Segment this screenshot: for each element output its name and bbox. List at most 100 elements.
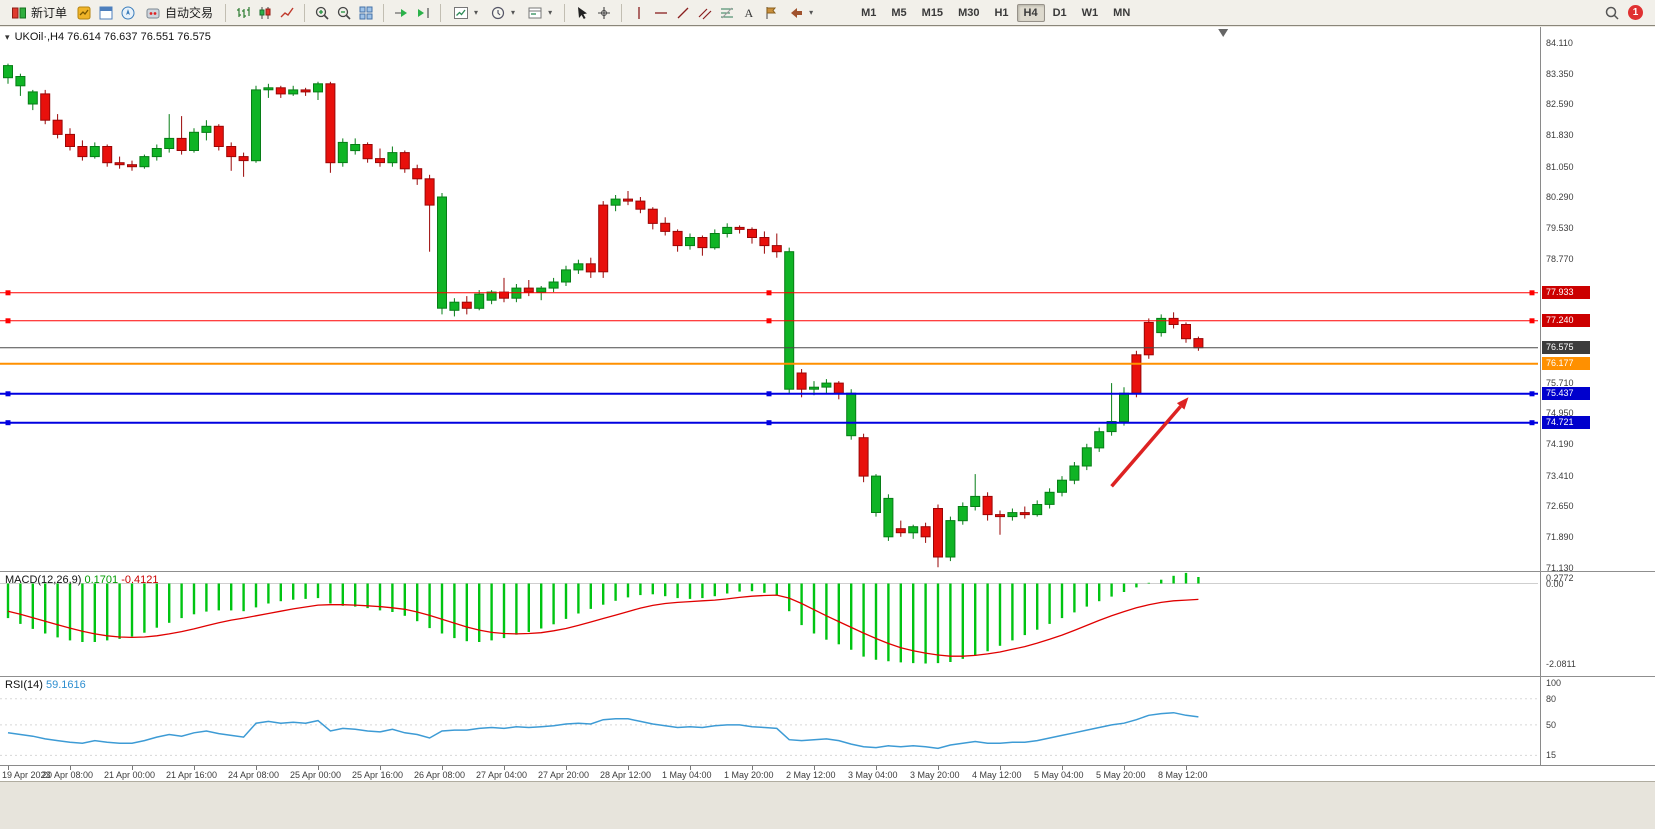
chart-symbol-period: UKOil·,H4 [14,31,65,43]
price-tag: 74.721 [1542,416,1590,429]
chart-menu-icon[interactable]: ▾ [5,32,10,42]
price-axis[interactable]: 84.110 83.350 82.590 81.830 81.050 80.290 79.5… [1540,27,1655,571]
search-icon[interactable] [1602,3,1622,23]
auto-scroll-icon[interactable] [391,3,411,23]
price-tag: 75.437 [1542,387,1590,400]
horizontal-line-icon[interactable] [651,3,671,23]
macd-axis: 0.2772 0.00 -2.0811 [1540,572,1655,676]
time-axis-tick [194,766,195,770]
bar-chart-icon[interactable] [233,3,253,23]
trend-arrow-annotation[interactable] [1110,397,1189,488]
timeframe-button-h4[interactable]: H4 [1016,3,1045,22]
fibonacci-icon[interactable] [717,3,737,23]
time-axis-label: 1 May 04:00 [662,770,712,780]
rsi-axis-label: 15 [1546,750,1557,760]
time-axis-tick [1124,766,1125,770]
price-axis-label: 82.590 [1546,99,1574,109]
timeframe-button-d1[interactable]: D1 [1052,6,1067,19]
price-axis-label: 83.350 [1546,69,1574,79]
time-axis-label: 24 Apr 08:00 [228,770,280,780]
timeframe-button-mn[interactable]: MN [1113,6,1131,19]
time-axis-label: 8 May 12:00 [1158,770,1208,780]
time-axis-label: 27 Apr 04:00 [476,770,528,780]
time-axis-label: 25 Apr 00:00 [290,770,342,780]
text-icon[interactable]: A [739,3,759,23]
dropdown-caret: ▾ [809,8,814,17]
price-axis-label: 74.950 [1546,408,1574,418]
vertical-line-icon[interactable] [629,3,649,23]
time-axis-tick [628,766,629,770]
toolbar-separator [225,3,227,22]
data-window-icon[interactable] [96,3,116,23]
cursor-icon[interactable] [572,3,592,23]
horizontal-line-77.933[interactable] [0,290,1538,296]
toolbar-separator [304,3,306,22]
timeframe-button-m30[interactable]: M30 [958,6,980,19]
toolbar-separator [383,3,385,22]
macd-axis-label: -2.0811 [1546,659,1576,669]
time-axis-label: 4 May 12:00 [972,770,1022,780]
notification-badge[interactable]: 1 [1628,5,1643,20]
timeframe-button-w1[interactable]: W1 [1081,6,1099,19]
time-axis-label: 2 May 12:00 [786,770,836,780]
line-chart-icon[interactable] [277,3,297,23]
periods-button[interactable]: ▾ [485,3,520,23]
crosshair-icon[interactable] [594,3,614,23]
chart-title: ▾ UKOil·,H4 76.614 76.637 76.551 76.575 [5,31,211,43]
zoom-out-icon[interactable] [334,3,354,23]
horizontal-line-74.721[interactable] [0,420,1538,426]
chart-shift-icon[interactable] [413,3,433,23]
time-axis-label: 5 May 04:00 [1034,770,1084,780]
shapes-button[interactable]: ▾ [783,3,818,23]
timeframe-button-h1[interactable]: H1 [994,6,1009,19]
dropdown-caret: ▾ [511,8,516,17]
tile-windows-icon[interactable] [356,3,376,23]
trendline-icon[interactable] [673,3,693,23]
candlestick-chart-icon[interactable] [255,3,275,23]
price-axis-label: 81.050 [1546,162,1574,172]
time-axis-label: 27 Apr 20:00 [538,770,590,780]
panel-splitter[interactable] [0,676,1655,677]
candlestick-chart[interactable] [0,27,1540,571]
templates-button[interactable]: ▾ [522,3,557,23]
auto-trading-button[interactable]: 自动交易 [140,2,218,23]
template-icon [527,5,543,21]
new-chart-button[interactable]: ▾ [448,3,483,23]
time-axis-label: 25 Apr 16:00 [352,770,404,780]
zoom-in-icon[interactable] [312,3,332,23]
rsi-axis-label: 100 [1546,678,1562,688]
panel-splitter[interactable] [0,571,1655,572]
price-axis-label: 71.130 [1546,563,1574,571]
price-axis-label: 79.530 [1546,223,1574,233]
navigator-icon[interactable] [118,3,138,23]
rsi-value: 59.1616 [45,679,86,691]
chart-ohlc-readout: 76.614 76.637 76.551 76.575 [67,31,211,43]
macd-main-value: 0.1701 [84,574,119,586]
rsi-axis: 100 80 50 15 [1540,677,1655,765]
price-axis-label: 73.410 [1546,471,1574,481]
time-axis[interactable]: 19 Apr 2023 20 Apr 08:00 21 Apr 00:00 21 Ap… [0,765,1655,781]
macd-axis-label: 0.00 [1546,579,1564,589]
channel-icon[interactable] [695,3,715,23]
rsi-panel[interactable]: RSI(14) 59.1616 [0,677,1540,765]
horizontal-line-77.240[interactable] [0,318,1538,324]
time-axis-tick [1062,766,1063,770]
candles [3,63,1204,568]
rsi-name: RSI(14) [5,679,43,691]
timeframe-button-m15[interactable]: M15 [921,6,944,19]
time-axis-label: 3 May 20:00 [910,770,960,780]
time-axis-tick [442,766,443,770]
horizontal-line-75.437[interactable] [0,391,1538,397]
price-axis-label: 81.830 [1546,130,1574,140]
new-order-button[interactable]: 新订单 [6,2,72,23]
timeframe-button-m5[interactable]: M5 [891,6,907,19]
main-chart-area[interactable]: ▾ UKOil·,H4 76.614 76.637 76.551 76.575 [0,27,1540,571]
chart-shift-marker[interactable] [1218,29,1229,37]
market-watch-icon[interactable] [74,3,94,23]
window-bottom [0,781,1655,829]
label-icon[interactable] [761,3,781,23]
timeframe-button-m1[interactable]: M1 [861,6,877,19]
macd-panel[interactable]: MACD(12,26,9) 0.1701 -0.4121 [0,572,1540,676]
time-axis-tick [256,766,257,770]
svg-text:A: A [745,6,754,20]
